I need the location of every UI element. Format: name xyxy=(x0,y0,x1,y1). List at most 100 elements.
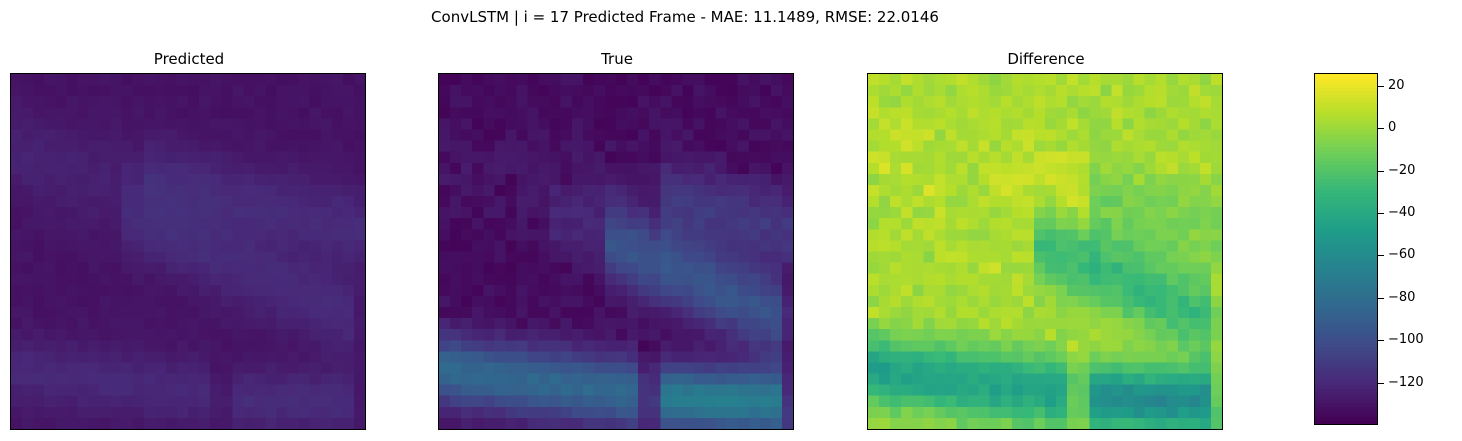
heatmap-cell xyxy=(461,173,473,186)
heatmap-cell xyxy=(759,295,772,308)
heatmap-cell xyxy=(1133,251,1145,263)
heatmap-cell xyxy=(901,373,913,385)
colorbar-tick-label: −20 xyxy=(1388,162,1416,178)
heatmap-cell xyxy=(176,318,189,330)
heatmap-cell xyxy=(461,406,473,419)
heatmap-cell xyxy=(320,295,333,308)
heatmap-cell xyxy=(22,284,34,297)
heatmap-cell xyxy=(77,306,89,319)
heatmap-cell xyxy=(298,406,310,419)
heatmap-cell xyxy=(649,85,661,97)
heatmap-cell xyxy=(748,162,761,175)
heatmap-cell xyxy=(945,173,957,186)
heatmap-cell xyxy=(99,229,111,241)
heatmap-cell xyxy=(494,284,506,297)
heatmap-cell xyxy=(704,229,716,241)
heatmap-cell xyxy=(11,74,23,86)
true-heatmap xyxy=(438,73,794,430)
heatmap-cell xyxy=(33,196,45,208)
heatmap-cell xyxy=(549,118,561,130)
heatmap-cell xyxy=(593,129,606,141)
heatmap-cell xyxy=(989,240,1001,252)
heatmap-cell xyxy=(483,384,495,396)
heatmap-cell xyxy=(1022,340,1035,352)
heatmap-cell xyxy=(549,262,561,274)
heatmap-cell xyxy=(967,273,979,286)
heatmap-cell xyxy=(1122,129,1134,141)
heatmap-cell xyxy=(1011,284,1024,297)
heatmap-cell xyxy=(956,251,968,263)
heatmap-cell xyxy=(66,373,78,385)
heatmap-cell xyxy=(121,262,133,274)
heatmap-cell xyxy=(1067,340,1079,352)
heatmap-cell xyxy=(1177,162,1190,175)
heatmap-cell xyxy=(199,306,211,319)
heatmap-cell xyxy=(232,373,244,385)
heatmap-cell xyxy=(298,173,310,186)
heatmap-cell xyxy=(22,306,34,319)
heatmap-cell xyxy=(132,306,144,319)
heatmap-cell xyxy=(967,151,979,163)
heatmap-cell xyxy=(11,140,23,152)
heatmap-cell xyxy=(604,129,617,141)
heatmap-cell xyxy=(331,162,344,175)
heatmap-cell xyxy=(1144,329,1156,341)
heatmap-cell xyxy=(693,406,705,419)
colorbar-segment xyxy=(1315,368,1377,372)
heatmap-cell xyxy=(1210,417,1222,429)
heatmap-cell xyxy=(1210,229,1222,241)
heatmap-cell xyxy=(1188,318,1201,330)
colorbar-segment xyxy=(1315,417,1377,421)
heatmap-cell xyxy=(1100,417,1112,429)
heatmap-cell xyxy=(571,262,584,274)
heatmap-cell xyxy=(1000,295,1013,308)
heatmap-cell xyxy=(671,329,683,341)
heatmap-cell xyxy=(450,340,462,352)
heatmap-cell xyxy=(1045,373,1057,385)
heatmap-cell xyxy=(276,184,288,197)
heatmap-cell xyxy=(1210,373,1222,385)
heatmap-cell xyxy=(748,406,761,419)
heatmap-cell xyxy=(748,340,761,352)
heatmap-cell xyxy=(99,340,111,352)
heatmap-cell xyxy=(978,218,990,230)
heatmap-cell xyxy=(353,173,365,186)
heatmap-cell xyxy=(868,85,880,97)
heatmap-cell xyxy=(77,107,89,119)
heatmap-cell xyxy=(483,406,495,419)
heatmap-cell xyxy=(527,273,539,286)
heatmap-cell xyxy=(593,196,606,208)
heatmap-cell xyxy=(1067,74,1079,86)
heatmap-cell xyxy=(1000,207,1013,219)
heatmap-cell xyxy=(627,395,639,408)
heatmap-cell xyxy=(22,196,34,208)
heatmap-cell xyxy=(582,295,595,308)
heatmap-cell xyxy=(1100,362,1112,374)
heatmap-cell xyxy=(901,74,913,86)
heatmap-cell xyxy=(353,85,365,97)
heatmap-cell xyxy=(593,373,606,385)
heatmap-cell xyxy=(33,207,45,219)
heatmap-cell xyxy=(1033,85,1046,97)
heatmap-cell xyxy=(560,262,572,274)
heatmap-cell xyxy=(1111,74,1123,86)
colorbar-segment xyxy=(1315,291,1377,295)
heatmap-cell xyxy=(1100,218,1112,230)
heatmap-cell xyxy=(737,362,749,374)
heatmap-cell xyxy=(505,140,517,152)
heatmap-cell xyxy=(527,107,539,119)
heatmap-cell xyxy=(331,295,344,308)
heatmap-cell xyxy=(1166,207,1178,219)
heatmap-cell xyxy=(649,118,661,130)
heatmap-cell xyxy=(1155,96,1167,108)
heatmap-cell xyxy=(1022,229,1035,241)
heatmap-cell xyxy=(1089,196,1101,208)
colorbar-segment xyxy=(1315,273,1377,278)
heatmap-cell xyxy=(627,140,639,152)
heatmap-cell xyxy=(912,273,924,286)
heatmap-cell xyxy=(505,74,517,86)
heatmap-cell xyxy=(989,118,1001,130)
heatmap-cell xyxy=(154,384,167,396)
heatmap-cell xyxy=(879,74,891,86)
heatmap-cell xyxy=(912,306,924,319)
